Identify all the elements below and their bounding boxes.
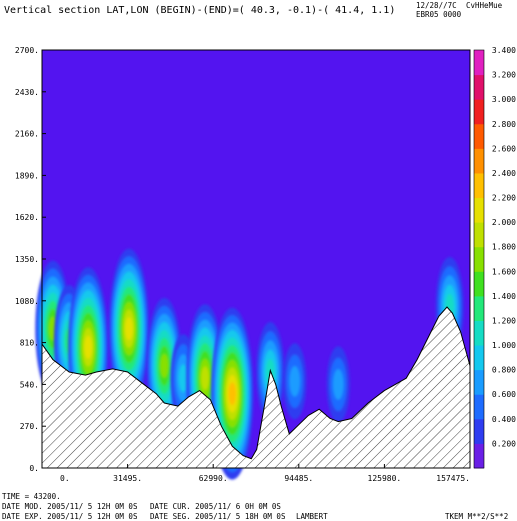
date-code: 12/28//7C [416, 1, 457, 10]
colorbar-swatch [474, 74, 484, 100]
colorbar-swatch [474, 246, 484, 272]
colorbar-frame [473, 49, 485, 469]
date-exp: DATE EXP. 2005/11/ 5 12H 0M 0S [2, 512, 138, 521]
tke-contour-level [289, 365, 300, 397]
colorbar-swatch [474, 172, 484, 199]
y-tick-label: 270. [20, 422, 39, 431]
colorbar-label: 1.800 [492, 243, 516, 252]
colorbar-swatch [474, 99, 484, 125]
colorbar-label: 0.200 [492, 439, 516, 448]
colorbar-swatch [474, 369, 484, 395]
y-tick-label: 2430. [15, 88, 39, 97]
colorbar-label: 2.600 [492, 144, 516, 153]
colorbar-label: 2.400 [492, 169, 516, 178]
colorbar-label: 1.200 [492, 316, 516, 325]
date-seg: DATE SEG. 2005/11/ 5 18H 0M 0S [150, 512, 286, 521]
colorbar: 0.200 0.400 0.600 0.800 1.000 1.200 1.400 1.600… [473, 46, 516, 469]
colorbar-swatch [474, 320, 484, 346]
colorbar-swatch [474, 123, 484, 149]
date-mod: DATE MOD. 2005/11/ 5 12H 0M 0S [2, 502, 138, 511]
colorbar-label: 2.800 [492, 120, 516, 129]
x-tick-label: 31495. [113, 474, 142, 483]
chart-title: Vertical section LAT,LON (BEGIN)-(END)=(… [4, 5, 395, 16]
tke-contour-level [125, 317, 133, 341]
colorbar-swatch [474, 295, 484, 321]
colorbar-swatch [474, 345, 484, 371]
plot-area [35, 49, 471, 480]
colorbar-label: 2.000 [492, 218, 516, 227]
terrain-hatched-area [41, 306, 471, 469]
colorbar-swatch [474, 394, 484, 420]
colorbar-label: 0.800 [492, 366, 516, 375]
x-tick-label: 62990. [199, 474, 228, 483]
colorbar-label: 2.200 [492, 194, 516, 203]
x-tick-label: 125980. [368, 474, 402, 483]
x-axis-ticks: 0. 31495. 62990. 94485. 125980. 157475. [41, 464, 471, 483]
colorbar-swatch [474, 418, 484, 444]
colorbar-label: 3.200 [492, 71, 516, 80]
tke-contour-level [84, 335, 93, 359]
colorbar-label: 0.400 [492, 415, 516, 424]
y-tick-label: 1890. [15, 171, 39, 180]
tke-contour-level [178, 364, 189, 393]
tke-contour-level [160, 353, 169, 378]
colorbar-swatch [474, 271, 484, 297]
colorbar-swatch [474, 148, 484, 174]
colorbar-label: 3.000 [492, 95, 516, 104]
colorbar-label: 1.000 [492, 341, 516, 350]
colorbar-label: 0.600 [492, 390, 516, 399]
y-tick-label: 1350. [15, 255, 39, 264]
colorbar-swatch [474, 50, 484, 76]
colorbar-label: 3.400 [492, 46, 516, 55]
tke-contour-level [201, 366, 209, 390]
colorbar-label: 1.400 [492, 292, 516, 301]
time-label: TIME = 43200. [2, 492, 61, 501]
x-tick-label: 157475. [436, 474, 470, 483]
tke-contour-level [333, 369, 344, 400]
tke-core [326, 346, 350, 423]
y-tick-label: 540. [20, 380, 39, 389]
y-tick-label: 2700. [15, 46, 39, 55]
code-label: CvHHeMue [466, 1, 503, 10]
colorbar-swatch [474, 443, 484, 469]
date-cur: DATE CUR. 2005/11/ 6 0H 0M 0S [150, 502, 281, 511]
tke-core [283, 343, 307, 420]
run-id: EBR05 0000 [416, 10, 462, 19]
variable-label: TKEM M**2/S**2 [445, 512, 508, 521]
colorbar-label: 1.600 [492, 267, 516, 276]
tke-core [108, 248, 149, 409]
colorbar-swatch [474, 222, 484, 248]
y-tick-label: 1080. [15, 297, 39, 306]
y-axis-ticks: 0. 270. 540. 810. 1080. 1350. 1620. 1890. 2160. 2… [15, 46, 46, 473]
x-tick-label: 0. [60, 474, 70, 483]
projection-label: LAMBERT [296, 512, 328, 521]
colorbar-swatch [474, 197, 484, 223]
y-tick-label: 2160. [15, 130, 39, 139]
tke-contour-level [228, 382, 236, 406]
tke-core [211, 307, 254, 480]
x-tick-label: 94485. [284, 474, 313, 483]
y-tick-label: 1620. [15, 213, 39, 222]
y-tick-label: 810. [20, 339, 39, 348]
y-tick-label: 0. [29, 464, 39, 473]
